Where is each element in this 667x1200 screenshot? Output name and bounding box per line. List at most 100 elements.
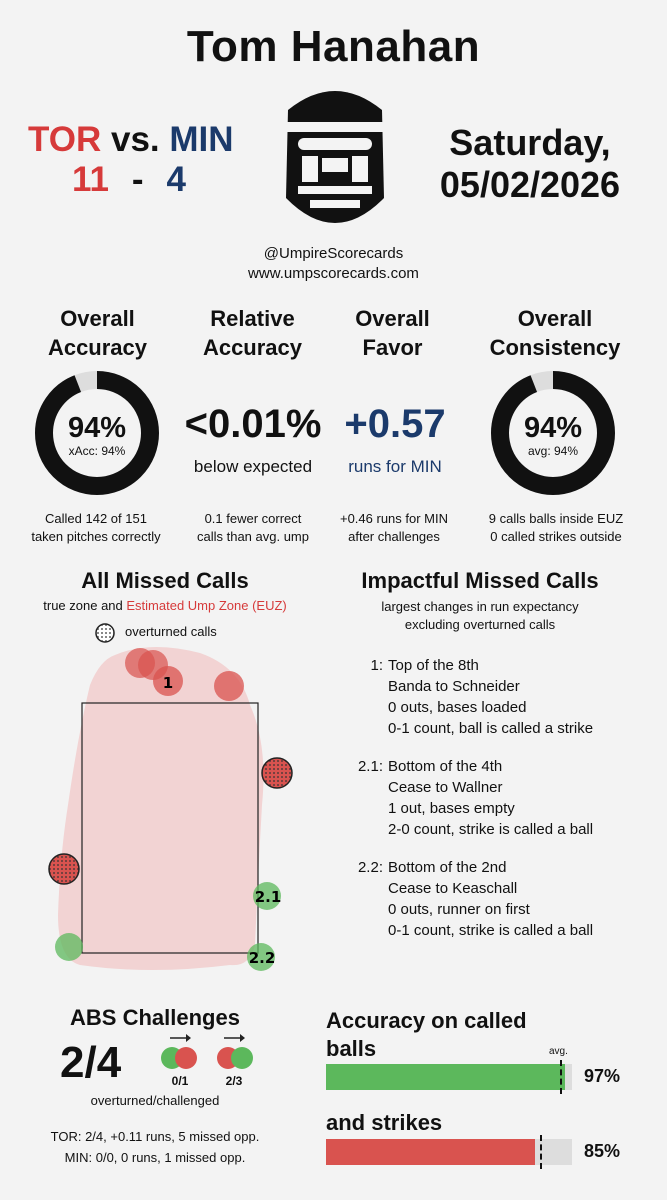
impactful-subtitle-l2: excluding overturned calls	[404, 617, 556, 632]
called-accuracy-title-l2: balls	[326, 1036, 377, 1061]
overall-accuracy-title-l1: Overall	[60, 306, 135, 331]
abs-challenge-icons	[161, 1034, 253, 1069]
impactful-item-matchup: Cease to Wallner	[388, 779, 503, 796]
impactful-item-inning: Bottom of the 2nd	[388, 859, 507, 876]
abs-min-line: MIN: 0/0, 0 runs, 1 missed opp.	[64, 1150, 246, 1165]
impactful-item-call: 0-1 count, ball is called a strike	[388, 720, 594, 737]
called-accuracy-title-l1: Accuracy on called	[326, 1008, 527, 1033]
impactful-item-situation: 1 out, bases empty	[388, 800, 515, 817]
accuracy-desc-l1: Called 142 of 151	[45, 511, 147, 526]
relative-accuracy: <0.01% below expected	[168, 402, 338, 477]
avg-label: avg.	[549, 1046, 568, 1057]
away-score: 11	[72, 160, 109, 199]
umpire-name: Tom Hanahan	[186, 22, 481, 71]
strikes-accuracy-value: 85%	[584, 1141, 621, 1161]
accuracy-ring	[35, 371, 159, 495]
missed-calls-subtitle: true zone and Estimated Ump Zone (EUZ)	[0, 598, 330, 613]
impactful-item-call: 2-0 count, strike is called a ball	[388, 821, 594, 838]
relative-desc-l1: 0.1 fewer correct	[204, 511, 302, 526]
consistency-value: 94%	[523, 412, 583, 444]
abs-tor-line: TOR: 2/4, +0.11 runs, 5 missed opp.	[50, 1129, 260, 1144]
abs-strike-to-ball: 0/1	[171, 1074, 189, 1088]
point-label-1: 1	[163, 674, 173, 692]
balls-accuracy-bar	[326, 1060, 572, 1094]
impactful-item-matchup: Cease to Keaschall	[388, 880, 518, 897]
social-links: @UmpireScorecards www.umpscorecards.com	[0, 244, 667, 284]
point-label-2-1: 2.1	[255, 888, 282, 906]
impactful-item-matchup: Banda to Schneider	[388, 678, 520, 695]
matchup: TOR vs. MIN 11 - 4	[28, 120, 234, 200]
consistency-ring	[491, 371, 615, 495]
abs-ball-to-strike: 2/3	[225, 1074, 243, 1088]
overall-accuracy-title-l2: Accuracy	[47, 335, 148, 360]
abs-caption: overturned/challenged	[90, 1093, 220, 1108]
overall-consistency-title-l1: Overall	[517, 306, 593, 331]
home-score: 4	[166, 160, 186, 199]
balls-avg-marker	[559, 1060, 562, 1094]
strikes-accuracy-bar	[326, 1135, 572, 1169]
strikes-title: and strikes	[326, 1110, 443, 1135]
impactful-item-call: 0-1 count, strike is called a ball	[388, 922, 594, 939]
relative-accuracy-title-l1: Relative	[210, 306, 295, 331]
missed-call-point	[55, 933, 83, 961]
consistency-desc-l1: 9 calls balls inside EUZ	[488, 511, 624, 526]
impactful-title: Impactful Missed Calls	[361, 568, 599, 593]
relative-desc-l2: calls than avg. ump	[196, 529, 309, 544]
favor-value: +0.57	[344, 402, 446, 446]
impactful-item: 1: Top of the 8th Banda to Schneider 0 o…	[345, 655, 593, 739]
missed-call-point	[253, 882, 281, 910]
overall-accuracy-title: Overall Accuracy	[15, 304, 180, 362]
point-label-2-2: 2.2	[249, 949, 276, 967]
missed-calls-subtitle-plain: true zone and	[43, 598, 127, 613]
accuracy-desc: Called 142 of 151 taken pitches correctl…	[10, 510, 182, 546]
relative-accuracy-sub: below expected	[193, 457, 313, 476]
favor-sub: runs for MIN	[348, 457, 442, 476]
relative-accuracy-title: Relative Accuracy	[180, 304, 325, 362]
impactful-item-situation: 0 outs, runner on first	[388, 901, 530, 918]
euz-region	[58, 646, 264, 970]
relative-accuracy-title-l2: Accuracy	[202, 335, 303, 360]
missed-call-point	[153, 666, 183, 696]
favor-desc-l1: +0.46 runs for MIN	[339, 511, 449, 526]
game-day: Saturday,	[449, 122, 611, 163]
score-dash: -	[131, 160, 144, 199]
missed-call-point	[214, 671, 244, 701]
arrow-right-icon	[170, 1034, 191, 1042]
away-team: TOR	[28, 120, 102, 159]
overturned-call-point	[261, 757, 293, 789]
impactful-item-num: 2.2:	[357, 859, 383, 876]
arrow-right-icon	[224, 1034, 245, 1042]
impactful-item-inning: Bottom of the 4th	[388, 758, 503, 775]
overturned-call-point	[48, 853, 80, 885]
impactful-item: 2.2: Bottom of the 2nd Cease to Keaschal…	[345, 857, 593, 941]
xacc-value: xAcc: 94%	[68, 444, 126, 458]
balls-accuracy-value: 97%	[584, 1066, 621, 1086]
consistency-avg: avg: 94%	[527, 444, 579, 458]
impactful-item-num: 1:	[370, 657, 383, 674]
game-date-value: 05/02/2026	[439, 164, 621, 205]
impactful-item-num: 2.1:	[357, 758, 383, 775]
home-team: MIN	[169, 120, 234, 159]
balls-accuracy-fill	[326, 1064, 565, 1090]
missed-calls-title: All Missed Calls	[81, 568, 249, 593]
impactful-item-situation: 0 outs, bases loaded	[388, 699, 527, 716]
overall-consistency-title: Overall Consistency	[465, 304, 645, 362]
relative-accuracy-value: <0.01%	[184, 402, 322, 446]
impactful-subtitle: largest changes in run expectancy exclud…	[310, 598, 650, 634]
relative-desc: 0.1 fewer correct calls than avg. ump	[180, 510, 326, 546]
accuracy-desc-l2: taken pitches correctly	[31, 529, 161, 544]
overall-favor-title-l2: Favor	[362, 335, 423, 360]
missed-calls-plot: 1 2.1 2.2	[48, 623, 293, 971]
consistency-ring-text: 94% avg: 94%	[490, 412, 616, 458]
called-accuracy-title: Accuracy on called balls	[326, 1007, 527, 1063]
abs-team-lines: TOR: 2/4, +0.11 runs, 5 missed opp. MIN:…	[0, 1126, 310, 1168]
impactful-item-inning: Top of the 8th	[388, 657, 479, 674]
strikes-avg-marker	[540, 1135, 543, 1169]
abs-ratio: 2/4	[60, 1038, 122, 1087]
euz-label: Estimated Ump Zone (EUZ)	[126, 598, 287, 613]
missed-call-point	[247, 943, 275, 971]
impactful-item: 2.1: Bottom of the 4th Cease to Wallner …	[345, 756, 593, 840]
overall-favor: +0.57 runs for MIN	[325, 402, 465, 477]
website-link: www.umpscorecards.com	[248, 265, 419, 282]
game-date: Saturday, 05/02/2026	[415, 122, 645, 206]
